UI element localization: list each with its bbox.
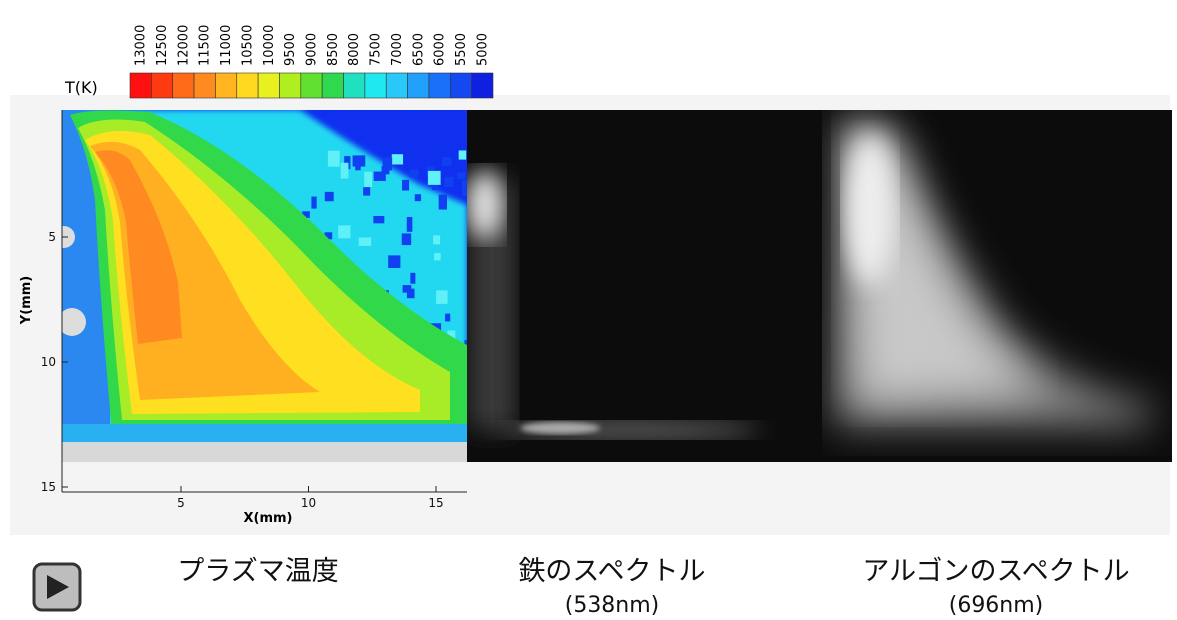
speckle <box>407 217 413 232</box>
substrate <box>62 442 467 462</box>
colorbar: 13000 12500 12000 11500 11000 10500 10000 9500 9… <box>130 25 493 98</box>
y-axis-label: Y(mm) <box>19 276 34 325</box>
colorbar-swatch <box>258 73 279 98</box>
colorbar-tick-label: 13000 <box>134 25 149 66</box>
colorbar-swatch <box>429 73 450 98</box>
colorbar-tick-label: 11500 <box>198 25 213 66</box>
colorbar-swatch <box>344 73 365 98</box>
colorbar-swatch <box>279 73 300 98</box>
colorbar-tick-label: 6000 <box>433 33 448 66</box>
speckle <box>388 255 400 268</box>
colorbar-tick-label: 7500 <box>369 33 384 66</box>
speckle <box>364 172 372 187</box>
colorbar-tick-label: 5000 <box>475 33 490 66</box>
speckle <box>410 273 415 284</box>
colorbar-tick-label: 6500 <box>411 33 426 66</box>
temperature-map <box>53 110 472 442</box>
speckle <box>325 192 334 201</box>
colorbar-swatch <box>237 73 258 98</box>
speckle <box>403 285 412 293</box>
colorbar-swatch <box>301 73 322 98</box>
speckle <box>363 187 370 195</box>
colorbar-tick-label: 10500 <box>240 25 255 66</box>
colorbar-tick-label: 12000 <box>176 25 191 66</box>
speckle <box>432 184 438 190</box>
figure: T(K) 13000 12500 12000 11500 11000 10500 10000… <box>0 0 1177 620</box>
speckle <box>410 169 419 177</box>
caption-title: アルゴンのスペクトル <box>862 556 1129 587</box>
x-tick-label: 5 <box>177 496 185 510</box>
colorbar-tick-label: 9500 <box>283 33 298 66</box>
speckle <box>341 163 349 179</box>
x-tick-label: 10 <box>301 496 316 510</box>
colorbar-swatch <box>130 73 151 98</box>
colorbar-swatch <box>472 73 493 98</box>
speckle <box>445 314 450 322</box>
speckle <box>374 172 386 181</box>
speckle <box>402 180 409 191</box>
colorbar-tick-label: 7000 <box>390 33 405 66</box>
colorbar-swatch <box>215 73 236 98</box>
page: Plasma figure {"colorbar": {"label": "T(… <box>0 0 1177 620</box>
colorbar-swatch <box>173 73 194 98</box>
speckle <box>373 216 384 223</box>
speckle <box>359 238 371 246</box>
iron-spectrum-image <box>467 110 822 462</box>
colorbar-tick-label: 8000 <box>347 33 362 66</box>
speckle <box>457 172 465 179</box>
colorbar-label: T(K) <box>64 78 98 97</box>
y-tick-label: 15 <box>41 480 56 494</box>
colorbar-swatch <box>365 73 386 98</box>
body: T(K) 13000 12500 12000 11500 11000 10500 10000… <box>0 0 1177 620</box>
caption-title: プラズマ温度 <box>177 556 338 587</box>
colorbar-swatch <box>450 73 471 98</box>
colorbar-swatch <box>322 73 343 98</box>
speckle <box>459 150 467 159</box>
colorbar-swatch <box>194 73 215 98</box>
speckle <box>445 177 454 187</box>
colorbar-tick-label: 9000 <box>305 33 320 66</box>
speckle <box>434 253 441 260</box>
argon-spectrum-image <box>822 110 1172 462</box>
speckle <box>328 151 340 167</box>
colorbar-tick-label: 12500 <box>155 25 170 66</box>
x-axis-label: X(mm) <box>244 511 293 526</box>
speckle <box>311 197 316 209</box>
y-tick-label: 5 <box>48 230 56 244</box>
speckle <box>402 233 411 245</box>
speckle <box>442 157 451 166</box>
colorbar-swatch <box>151 73 172 98</box>
colorbar-swatch <box>386 73 407 98</box>
caption-subtitle: (696nm) <box>949 593 1044 618</box>
colorbar-tick-label: 8500 <box>326 33 341 66</box>
speckle <box>439 195 447 210</box>
colorbar-tick-label: 11000 <box>219 25 234 66</box>
speckle <box>338 225 350 238</box>
speckle <box>383 157 393 170</box>
caption-title: 鉄のスペクトル <box>518 556 705 587</box>
colorbar-swatch <box>408 73 429 98</box>
speckle <box>355 157 360 170</box>
speckle <box>392 154 403 164</box>
speckle <box>428 171 441 185</box>
colorbar-tick-label: 5500 <box>454 33 469 66</box>
play-button[interactable] <box>34 564 80 610</box>
speckle <box>436 290 447 304</box>
colorbar-tick-label: 10000 <box>262 25 277 66</box>
y-tick-label: 10 <box>41 355 56 369</box>
x-tick-label: 15 <box>428 496 443 510</box>
speckle <box>433 235 440 244</box>
speckle <box>415 194 421 201</box>
caption-subtitle: (538nm) <box>565 593 660 618</box>
